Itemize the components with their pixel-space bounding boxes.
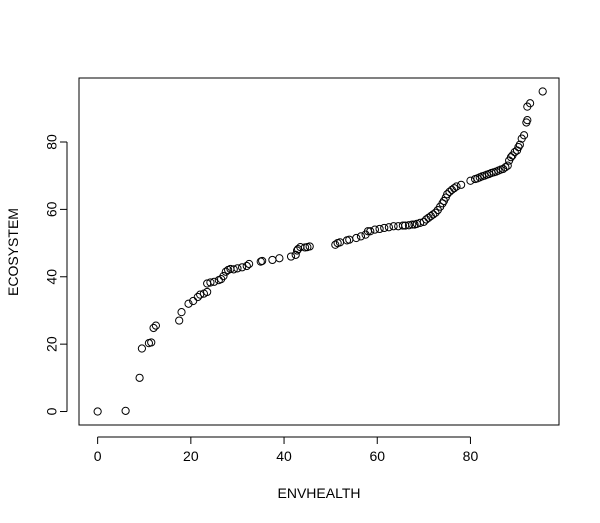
data-point [501,163,510,172]
data-point [384,223,394,232]
x-tick-label: 60 [369,448,385,464]
x-axis: 0 20 40 60 80 [94,436,479,464]
data-point [398,221,407,230]
data-point [452,182,461,191]
data-point [366,227,375,236]
data-point [137,344,147,353]
y-axis-title: ECOSYSTEM [5,208,21,296]
data-point [203,287,212,297]
data-point [404,221,414,230]
data-point [219,271,228,281]
data-point [196,290,205,299]
data-point [149,323,158,333]
data-point [457,180,466,189]
data-point [206,278,215,287]
data-point [429,210,438,219]
data-point [416,218,425,227]
data-point [184,299,193,308]
plot-frame [78,77,560,426]
data-point [515,140,524,149]
data-point [331,240,340,249]
y-axis: 0 20 40 60 80 [44,134,68,415]
data-point [210,277,219,286]
data-point [221,267,230,276]
data-point [431,208,440,217]
x-tick-label: 80 [463,448,479,464]
data-point [370,225,380,234]
data-point [375,224,384,234]
data-point [503,161,512,170]
x-tick-label: 0 [94,448,102,464]
data-point [135,373,144,382]
data-points [93,87,547,416]
data-point [275,254,284,263]
data-point [258,256,267,266]
data-point [352,233,361,243]
data-point [356,232,366,241]
y-tick-label: 60 [44,201,60,217]
y-tick-label: 40 [44,269,60,285]
data-point [450,184,459,193]
data-point [419,217,428,226]
x-axis-title: ENVHEALTH [278,485,361,501]
data-point [380,223,389,233]
data-point [523,116,532,125]
data-point [291,250,300,259]
data-point [538,87,547,96]
data-point [151,321,160,330]
data-point [443,190,452,199]
data-point [286,252,296,261]
data-point [514,142,523,152]
y-tick-label: 80 [44,134,60,150]
y-tick-label: 20 [44,336,60,352]
data-point [177,308,186,317]
data-point [244,259,254,269]
data-point [229,265,238,274]
data-point [305,242,314,251]
data-point [389,222,398,231]
data-point [121,406,130,415]
data-point [233,264,242,273]
data-point [193,292,202,302]
data-point [408,220,417,229]
x-tick-label: 20 [183,448,199,464]
y-tick-label: 0 [44,407,60,415]
data-point [238,263,247,272]
data-point [189,296,198,306]
data-point [147,338,156,347]
data-point [526,99,535,108]
data-point [519,131,529,140]
data-point [268,255,277,265]
data-point [175,316,184,325]
data-point [93,407,102,416]
data-point [242,261,251,271]
data-point [466,176,475,185]
x-tick-label: 40 [276,448,292,464]
